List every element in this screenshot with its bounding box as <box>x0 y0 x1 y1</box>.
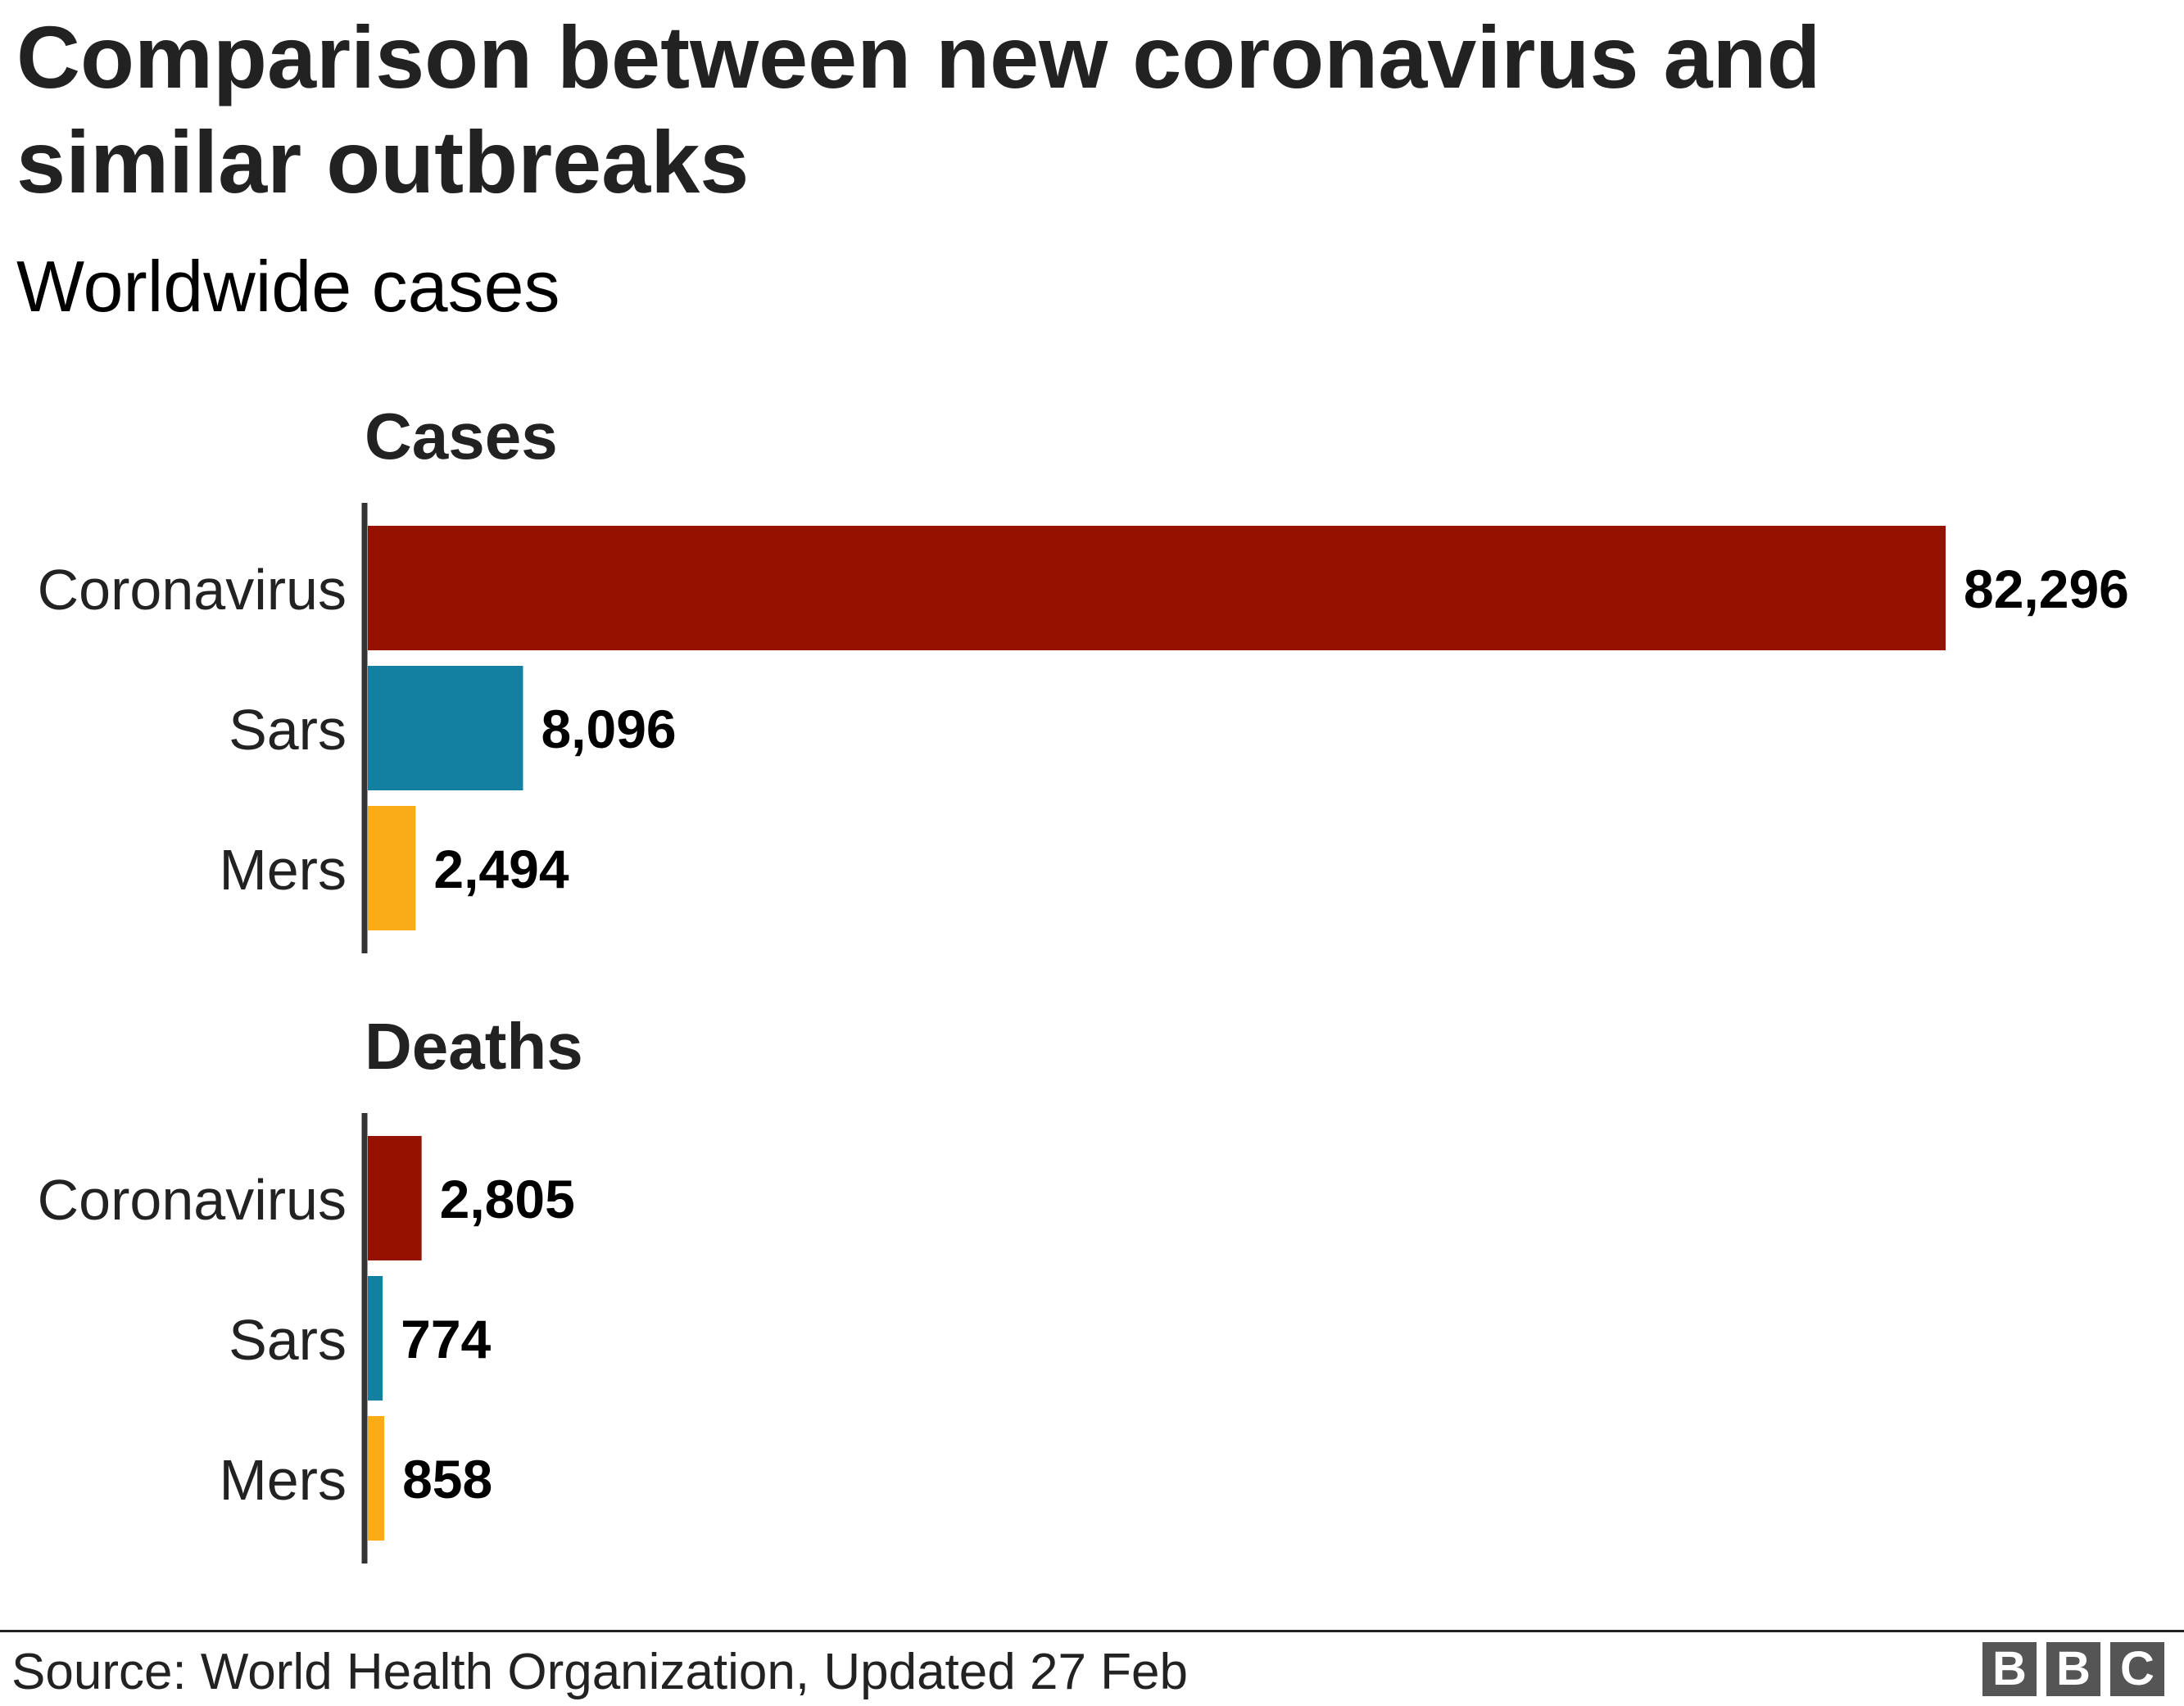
value-label: 858 <box>402 1449 492 1509</box>
source-note: Source: World Health Organization, Updat… <box>11 1644 1188 1700</box>
panel-title: Cases <box>365 400 558 473</box>
logo-letter: B <box>1982 1642 2037 1696</box>
bbc-logo: B B C <box>1982 1642 2164 1698</box>
value-label: 8,096 <box>541 699 676 759</box>
value-label: 774 <box>401 1309 491 1369</box>
bar <box>368 1136 422 1260</box>
category-label: Sars <box>229 698 347 762</box>
bar <box>368 666 523 790</box>
logo-letter: B <box>2046 1642 2100 1696</box>
value-label: 82,296 <box>1964 559 2129 619</box>
bar <box>368 1276 383 1401</box>
value-label: 2,805 <box>440 1169 575 1229</box>
category-label: Mers <box>219 838 347 902</box>
bar-charts: Cases Coronavirus 82,296 Sars 8,096 Mers 2,494… <box>38 400 2129 1563</box>
chart-title: Comparison between new coronavirus and s… <box>16 7 1821 211</box>
panel-title: Deaths <box>365 1010 583 1083</box>
category-label: Mers <box>219 1448 347 1512</box>
category-label: Sars <box>229 1308 347 1372</box>
bar <box>368 526 1946 650</box>
bar <box>368 806 416 930</box>
chart-subtitle: Worldwide cases <box>16 246 560 327</box>
category-label: Coronavirus <box>38 558 347 622</box>
footer-divider <box>0 1630 2184 1632</box>
value-label: 2,494 <box>433 839 569 899</box>
category-label: Coronavirus <box>38 1168 347 1232</box>
logo-letter: C <box>2110 1642 2164 1696</box>
bar <box>368 1416 385 1541</box>
